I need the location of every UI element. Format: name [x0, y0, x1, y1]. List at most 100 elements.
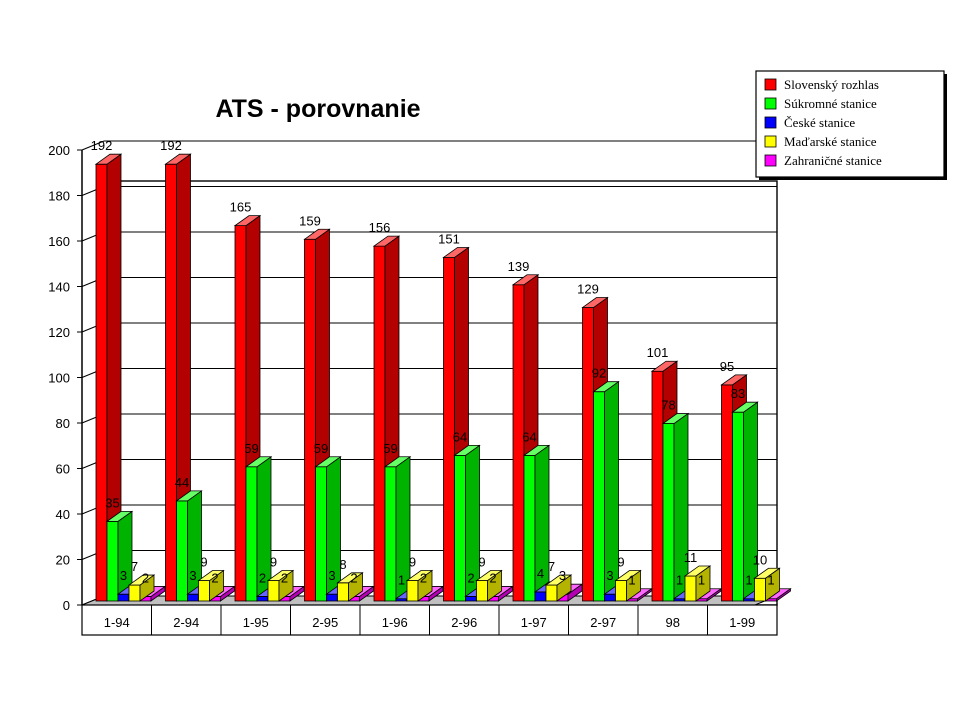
data-label: 3	[120, 568, 127, 583]
data-label: 2	[281, 570, 288, 585]
bar-front	[732, 411, 744, 602]
x-tick-label: 1-96	[382, 615, 408, 630]
bar-top	[544, 574, 573, 586]
bar-front	[245, 466, 258, 602]
data-label: 159	[299, 213, 321, 228]
x-tick-label: 1-99	[729, 615, 755, 630]
bar-top	[581, 297, 609, 308]
bar-front	[198, 580, 210, 602]
data-label: 3	[328, 568, 335, 583]
data-label: 4	[537, 566, 544, 581]
data-label: 10	[753, 552, 767, 567]
bar-front	[106, 520, 119, 602]
bar-top	[105, 510, 134, 522]
x-tick-label: 2-95	[312, 615, 338, 630]
bar-top	[522, 444, 551, 456]
y-tick-label: 80	[56, 416, 70, 431]
data-label: 59	[314, 441, 328, 456]
x-tick-label: 98	[666, 615, 680, 630]
bar-top	[511, 274, 540, 286]
data-label: 92	[592, 366, 606, 381]
legend-swatch	[764, 78, 777, 91]
bar-top	[127, 574, 156, 586]
data-label: 2	[489, 570, 496, 585]
bar-front	[326, 593, 338, 602]
bar-top	[244, 456, 273, 468]
bar-top	[94, 153, 123, 165]
bar-top	[175, 490, 203, 502]
data-label: 1	[698, 573, 705, 588]
bar	[197, 569, 225, 602]
legend-swatch	[764, 135, 777, 148]
bar-top	[314, 456, 342, 468]
data-label: 129	[577, 282, 599, 297]
y-tick-label: 120	[48, 325, 70, 340]
x-tick-label: 1-97	[521, 615, 547, 630]
data-label: 2	[350, 570, 357, 585]
data-label: 1	[676, 573, 683, 588]
data-label: 2	[467, 570, 474, 585]
data-label: 9	[478, 555, 485, 570]
bar-front	[582, 307, 594, 602]
data-label: 9	[270, 555, 277, 570]
bar-top	[164, 153, 192, 165]
data-label: 101	[647, 345, 669, 360]
data-label: 78	[661, 398, 675, 413]
legend-label: Zahraničné stanice	[784, 153, 882, 168]
gridline-diagonal	[81, 140, 105, 151]
bar-front	[545, 584, 558, 602]
bar	[753, 567, 781, 602]
data-label: 59	[383, 441, 397, 456]
bar-top	[336, 572, 364, 584]
bar-top	[650, 360, 679, 372]
bar	[383, 455, 412, 602]
bar-top	[372, 235, 401, 247]
data-label: 1	[767, 573, 774, 588]
bar	[127, 574, 156, 602]
bar-front	[337, 582, 349, 602]
data-label: 156	[369, 220, 391, 235]
bar-top	[683, 565, 712, 577]
bar-top	[731, 401, 759, 413]
bar	[175, 490, 203, 602]
bar-top	[453, 444, 481, 456]
y-tick-label: 200	[48, 143, 70, 158]
bar-front	[373, 245, 386, 602]
x-tick-label: 2-97	[590, 615, 616, 630]
bar-top	[442, 247, 470, 258]
bar-top	[266, 570, 295, 581]
bar-front	[384, 466, 397, 602]
data-label: 2	[211, 570, 218, 585]
bar-front	[304, 238, 316, 602]
legend-swatch	[764, 116, 777, 129]
bar-front	[523, 454, 536, 602]
bar	[244, 455, 273, 602]
bar	[475, 569, 503, 602]
x-tick-label: 1-95	[243, 615, 269, 630]
y-tick-label: 0	[63, 598, 70, 613]
data-label: 9	[409, 555, 416, 570]
data-label: 7	[131, 559, 138, 574]
bar	[94, 153, 123, 602]
bar	[731, 401, 759, 602]
legend-label: Slovenský rozhlas	[784, 77, 879, 92]
data-label: 8	[339, 557, 346, 572]
data-label: 11	[684, 550, 698, 565]
data-label: 1	[745, 573, 752, 588]
data-label: 95	[720, 359, 734, 374]
data-label: 2	[259, 570, 266, 585]
data-label: 83	[731, 386, 745, 401]
data-label: 59	[244, 441, 258, 456]
x-tick-label: 2-96	[451, 615, 477, 630]
bar-top	[233, 215, 262, 227]
bar-top	[197, 570, 225, 581]
data-label: 151	[438, 231, 460, 246]
bar-front	[234, 225, 247, 602]
y-tick-label: 40	[56, 507, 70, 522]
data-label: 2	[142, 570, 149, 585]
bar-front	[615, 580, 627, 602]
bar-front	[128, 584, 141, 602]
data-label: 192	[160, 138, 182, 153]
bar-front	[165, 163, 177, 602]
